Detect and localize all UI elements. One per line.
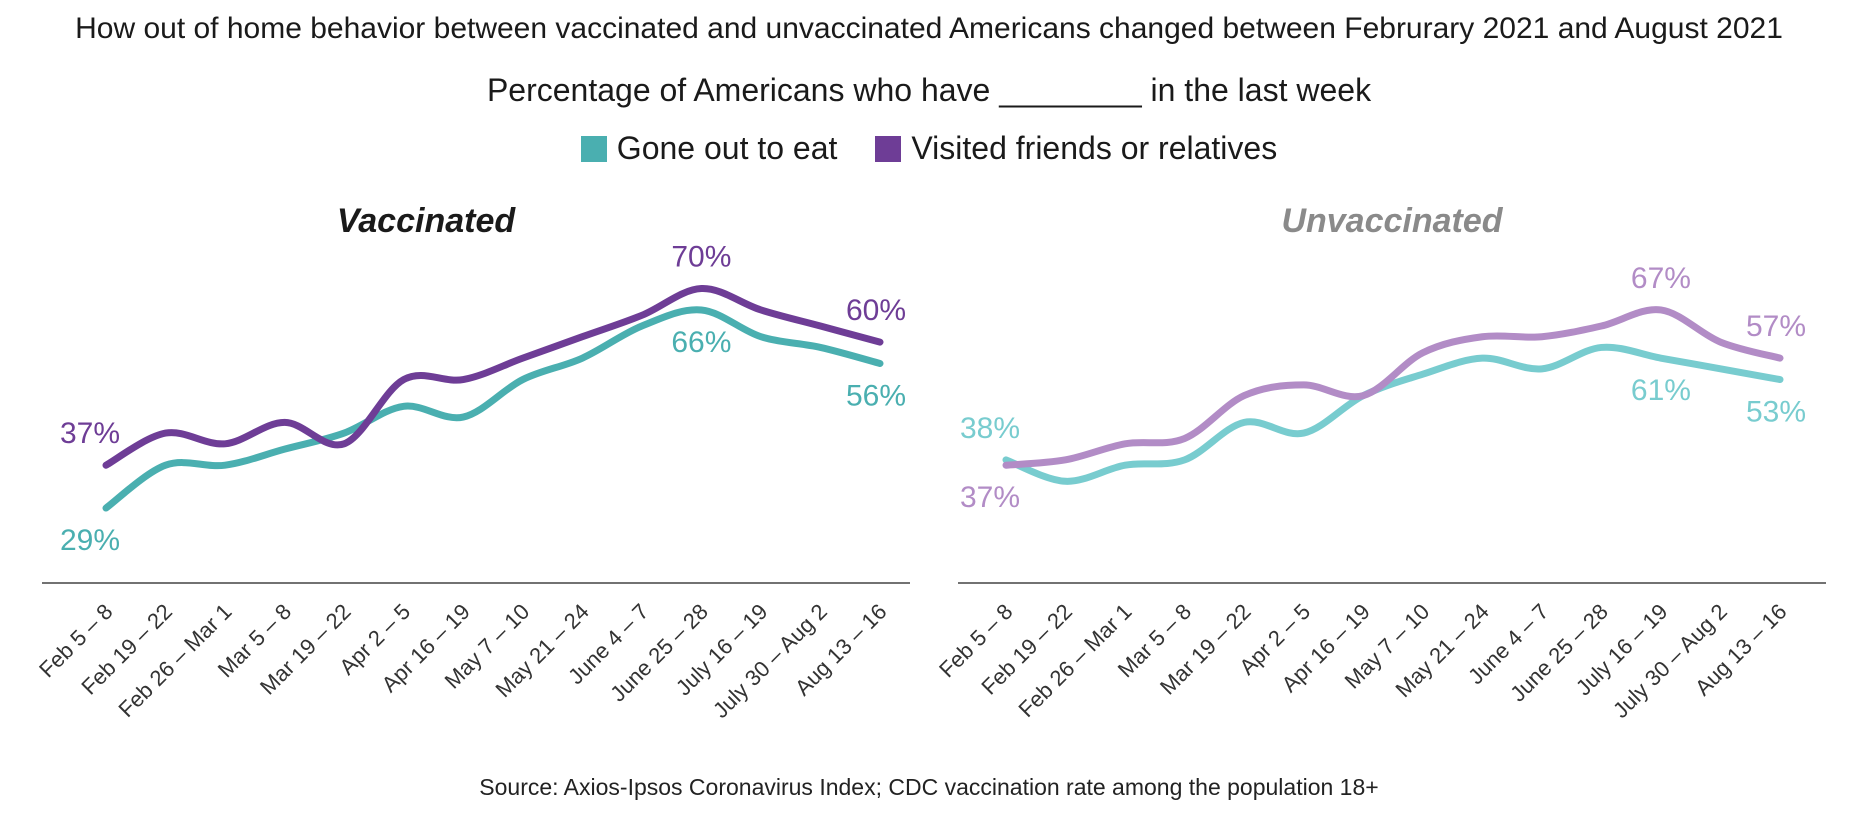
data-label-vaccinated: 29% xyxy=(60,524,120,557)
data-label-unvaccinated: 61% xyxy=(1631,374,1691,407)
series-line-unvaccinated-visited xyxy=(1002,306,1784,469)
data-label-vaccinated: 56% xyxy=(846,379,906,412)
legend-swatch-eat xyxy=(580,135,607,162)
data-label-unvaccinated: 53% xyxy=(1746,396,1806,429)
data-label-vaccinated: 37% xyxy=(60,417,120,450)
data-label-unvaccinated: 37% xyxy=(960,481,1020,514)
legend-item-eat: Gone out to eat xyxy=(580,130,838,167)
legend-label-visited: Visited friends or relatives xyxy=(911,130,1278,166)
data-label-unvaccinated: 57% xyxy=(1746,310,1806,343)
data-label-unvaccinated: 67% xyxy=(1631,262,1691,295)
data-label-vaccinated: 60% xyxy=(846,294,906,327)
series-line-vaccinated-eat xyxy=(102,306,884,512)
data-label-vaccinated: 70% xyxy=(671,241,731,274)
series-line-unvaccinated-eat xyxy=(1002,343,1784,485)
chart-title: How out of home behavior between vaccina… xyxy=(75,12,1783,45)
panel-title-unvaccinated: Unvaccinated xyxy=(1281,202,1503,240)
data-label-unvaccinated: 38% xyxy=(960,412,1020,445)
chart-subtitle: Percentage of Americans who have _______… xyxy=(486,72,1372,108)
legend-item-visited: Visited friends or relatives xyxy=(875,130,1277,167)
legend: Gone out to eat Visited friends or relat… xyxy=(0,130,1858,167)
series-line-vaccinated-visited xyxy=(102,285,884,469)
data-label-vaccinated: 66% xyxy=(671,326,731,359)
legend-label-eat: Gone out to eat xyxy=(616,130,838,166)
panel-title-vaccinated: Vaccinated xyxy=(337,202,516,240)
source-note: Source: Axios-Ipsos Coronavirus Index; C… xyxy=(479,774,1379,800)
legend-swatch-visited xyxy=(875,135,902,162)
